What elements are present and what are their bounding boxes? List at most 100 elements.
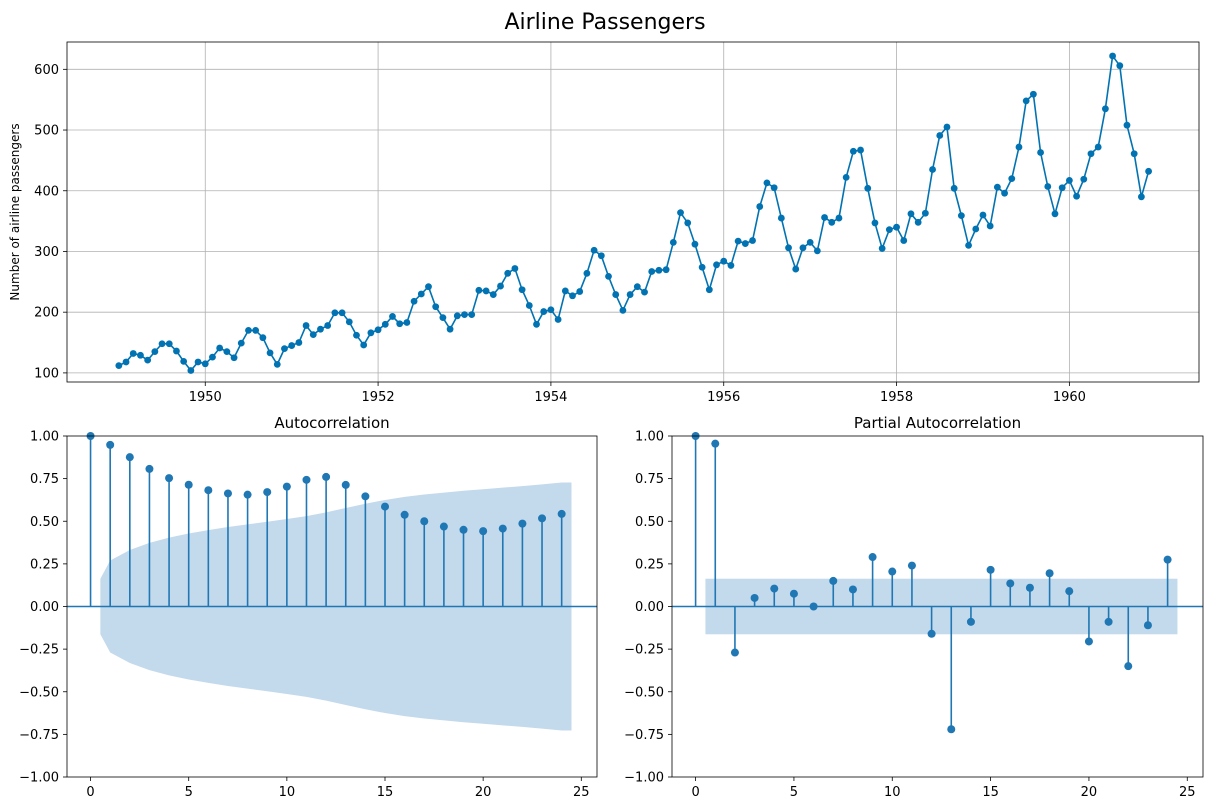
data-point bbox=[1022, 97, 1030, 105]
data-point bbox=[237, 339, 245, 347]
y-tick-label: 0.00 bbox=[635, 600, 664, 615]
x-tick-label: 0 bbox=[86, 785, 94, 800]
data-point bbox=[194, 358, 202, 366]
data-point bbox=[266, 349, 274, 357]
data-point bbox=[1051, 210, 1059, 218]
data-point bbox=[410, 297, 418, 305]
data-point bbox=[201, 360, 209, 368]
data-point bbox=[893, 223, 900, 231]
data-point bbox=[597, 252, 605, 260]
x-tick-label: 15 bbox=[377, 785, 394, 800]
data-point bbox=[453, 312, 461, 320]
data-point bbox=[345, 318, 353, 326]
y-tick-label: −1.00 bbox=[624, 771, 664, 786]
data-point bbox=[115, 362, 123, 370]
data-point bbox=[677, 209, 684, 217]
data-point bbox=[1008, 175, 1016, 183]
data-point bbox=[842, 173, 850, 181]
data-point bbox=[180, 357, 188, 365]
data-point bbox=[489, 291, 497, 298]
x-tick-label: 0 bbox=[691, 785, 699, 800]
stem-marker bbox=[711, 439, 720, 448]
axes-frame bbox=[66, 435, 598, 778]
data-point bbox=[1073, 192, 1080, 200]
stem-marker bbox=[165, 474, 174, 483]
data-point bbox=[713, 261, 720, 269]
data-point bbox=[360, 341, 368, 349]
data-point bbox=[374, 326, 382, 334]
data-point bbox=[626, 291, 634, 298]
data-point bbox=[468, 311, 476, 319]
x-tick-label: 10 bbox=[884, 785, 901, 800]
x-tick-label: 25 bbox=[573, 785, 590, 800]
data-point bbox=[605, 272, 612, 280]
data-point bbox=[122, 358, 130, 366]
y-tick-label: −0.75 bbox=[19, 728, 59, 743]
stem-marker bbox=[1065, 587, 1074, 596]
data-point bbox=[439, 314, 447, 322]
data-point bbox=[497, 282, 504, 290]
data-point bbox=[1094, 143, 1102, 151]
acf-chart-panel: 0 5 10 15 20 25 −1.00 −0.75 −0.50 −0.25 0.00 0.25 0.… bbox=[19, 414, 598, 800]
data-point bbox=[619, 306, 627, 314]
data-point bbox=[338, 309, 346, 317]
data-point bbox=[367, 329, 375, 337]
y-tick-label: −0.75 bbox=[624, 728, 664, 743]
data-point bbox=[662, 266, 670, 274]
data-point bbox=[547, 306, 555, 314]
data-point bbox=[633, 283, 641, 291]
data-point bbox=[669, 238, 677, 246]
data-point bbox=[698, 263, 706, 271]
stem-marker bbox=[459, 525, 468, 534]
data-point bbox=[137, 351, 144, 359]
x-tick-label: 1958 bbox=[880, 390, 913, 405]
data-point bbox=[1044, 183, 1052, 190]
stem-marker bbox=[1045, 569, 1054, 578]
y-tick-label: −1.00 bbox=[19, 771, 59, 786]
stem-marker bbox=[381, 502, 389, 511]
data-point bbox=[561, 287, 569, 295]
stem-marker bbox=[927, 629, 936, 638]
stem-marker bbox=[341, 480, 350, 489]
data-point bbox=[569, 292, 576, 300]
data-point bbox=[684, 219, 692, 227]
data-point bbox=[727, 262, 735, 269]
data-point bbox=[734, 237, 742, 245]
data-point bbox=[576, 288, 584, 295]
data-point bbox=[1058, 184, 1066, 192]
data-point bbox=[965, 241, 972, 249]
stem-marker bbox=[1104, 617, 1113, 626]
data-point bbox=[1123, 121, 1131, 129]
stem-marker bbox=[538, 514, 547, 523]
stem-marker bbox=[263, 488, 272, 497]
x-tick-label: 1952 bbox=[362, 390, 395, 405]
data-point bbox=[482, 287, 490, 295]
data-point bbox=[777, 214, 785, 222]
stem-marker bbox=[1143, 621, 1152, 630]
data-point bbox=[936, 132, 944, 139]
x-tick-label: 5 bbox=[790, 785, 798, 800]
passenger-series-line bbox=[118, 53, 1150, 372]
data-point bbox=[554, 316, 562, 323]
data-point bbox=[763, 179, 771, 187]
data-point bbox=[216, 344, 224, 352]
data-point bbox=[1145, 167, 1152, 175]
data-point bbox=[648, 268, 656, 275]
data-point bbox=[813, 247, 821, 255]
data-point bbox=[187, 367, 195, 374]
data-point bbox=[396, 320, 404, 328]
data-point bbox=[612, 291, 620, 298]
data-point bbox=[1137, 193, 1145, 201]
data-point bbox=[223, 348, 231, 356]
data-point bbox=[756, 203, 764, 210]
data-point bbox=[835, 214, 843, 222]
y-tick-label: 0.50 bbox=[30, 515, 59, 530]
data-point bbox=[871, 219, 879, 227]
data-point bbox=[1001, 189, 1008, 197]
x-tick-label: 1960 bbox=[1053, 390, 1086, 405]
data-point bbox=[288, 342, 296, 349]
y-tick-label: 1.00 bbox=[635, 430, 664, 445]
data-point bbox=[799, 244, 807, 252]
data-point bbox=[914, 218, 922, 226]
data-point bbox=[1109, 52, 1116, 60]
